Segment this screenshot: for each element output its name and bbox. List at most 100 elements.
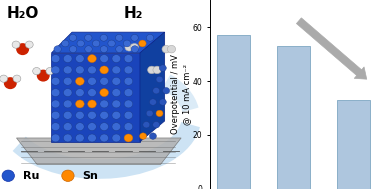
Circle shape [124, 77, 133, 85]
Circle shape [2, 170, 14, 181]
Text: H₂: H₂ [124, 6, 143, 21]
Circle shape [64, 111, 72, 119]
Circle shape [25, 41, 33, 48]
Circle shape [125, 43, 133, 51]
Circle shape [100, 123, 108, 131]
Circle shape [156, 76, 163, 83]
Circle shape [51, 134, 60, 142]
Circle shape [146, 110, 153, 117]
Circle shape [51, 55, 60, 63]
Circle shape [163, 88, 170, 94]
Circle shape [64, 89, 72, 97]
Bar [277, 46, 310, 189]
Text: H₂O: H₂O [6, 6, 39, 21]
Circle shape [112, 89, 121, 97]
Circle shape [0, 75, 8, 82]
Circle shape [76, 100, 84, 108]
Polygon shape [51, 32, 165, 53]
Circle shape [51, 100, 60, 108]
Circle shape [76, 55, 84, 63]
Polygon shape [17, 138, 181, 164]
Circle shape [70, 46, 77, 53]
Circle shape [112, 100, 121, 108]
Circle shape [124, 134, 133, 142]
Circle shape [149, 133, 156, 139]
Circle shape [112, 111, 121, 119]
Circle shape [64, 55, 72, 63]
Circle shape [77, 40, 84, 47]
Circle shape [76, 111, 84, 119]
Circle shape [100, 111, 108, 119]
Circle shape [88, 100, 96, 108]
Circle shape [64, 134, 72, 142]
Circle shape [37, 70, 49, 81]
Circle shape [85, 46, 92, 53]
Circle shape [51, 66, 60, 74]
Circle shape [124, 66, 133, 74]
Circle shape [131, 46, 138, 53]
Circle shape [76, 134, 84, 142]
Circle shape [64, 100, 72, 108]
Circle shape [100, 55, 108, 63]
Circle shape [93, 40, 100, 47]
Circle shape [112, 66, 121, 74]
Circle shape [149, 99, 156, 105]
Circle shape [62, 170, 74, 181]
Circle shape [88, 134, 96, 142]
Circle shape [100, 134, 108, 142]
Circle shape [46, 67, 54, 75]
Bar [217, 35, 250, 189]
Circle shape [76, 123, 84, 131]
Circle shape [5, 78, 16, 88]
Circle shape [88, 55, 96, 63]
Circle shape [88, 77, 96, 85]
Circle shape [131, 34, 138, 41]
Circle shape [76, 66, 84, 74]
Circle shape [100, 46, 108, 53]
Circle shape [112, 77, 121, 85]
Circle shape [124, 123, 133, 131]
Y-axis label: Overpotential / mV
@ 10 mA cm⁻²: Overpotential / mV @ 10 mA cm⁻² [171, 55, 191, 134]
Polygon shape [140, 32, 165, 142]
Circle shape [124, 100, 133, 108]
Circle shape [112, 123, 121, 131]
Circle shape [159, 99, 166, 105]
Circle shape [116, 46, 123, 53]
Circle shape [62, 40, 69, 47]
Circle shape [146, 34, 154, 41]
Circle shape [130, 43, 138, 51]
Circle shape [88, 89, 96, 97]
Circle shape [64, 66, 72, 74]
Circle shape [12, 41, 20, 48]
Circle shape [100, 89, 108, 97]
Circle shape [33, 67, 40, 75]
Circle shape [64, 77, 72, 85]
Circle shape [167, 45, 176, 53]
Circle shape [88, 111, 96, 119]
Circle shape [153, 66, 161, 74]
Circle shape [13, 75, 21, 82]
Circle shape [76, 77, 84, 85]
Circle shape [153, 122, 160, 128]
Circle shape [124, 111, 133, 119]
Circle shape [124, 55, 133, 63]
Circle shape [147, 66, 156, 74]
Circle shape [51, 77, 60, 85]
Circle shape [159, 65, 166, 71]
Bar [337, 100, 370, 189]
Circle shape [100, 34, 107, 41]
Text: Sn: Sn [82, 171, 98, 181]
Circle shape [124, 89, 133, 97]
Circle shape [100, 100, 108, 108]
Circle shape [64, 123, 72, 131]
Circle shape [139, 133, 147, 139]
Circle shape [51, 89, 60, 97]
Circle shape [162, 45, 170, 53]
Text: Ru: Ru [23, 171, 39, 181]
Polygon shape [51, 53, 140, 142]
Circle shape [17, 44, 28, 54]
Circle shape [108, 40, 115, 47]
Circle shape [112, 134, 121, 142]
Circle shape [156, 110, 163, 117]
Circle shape [100, 66, 108, 74]
